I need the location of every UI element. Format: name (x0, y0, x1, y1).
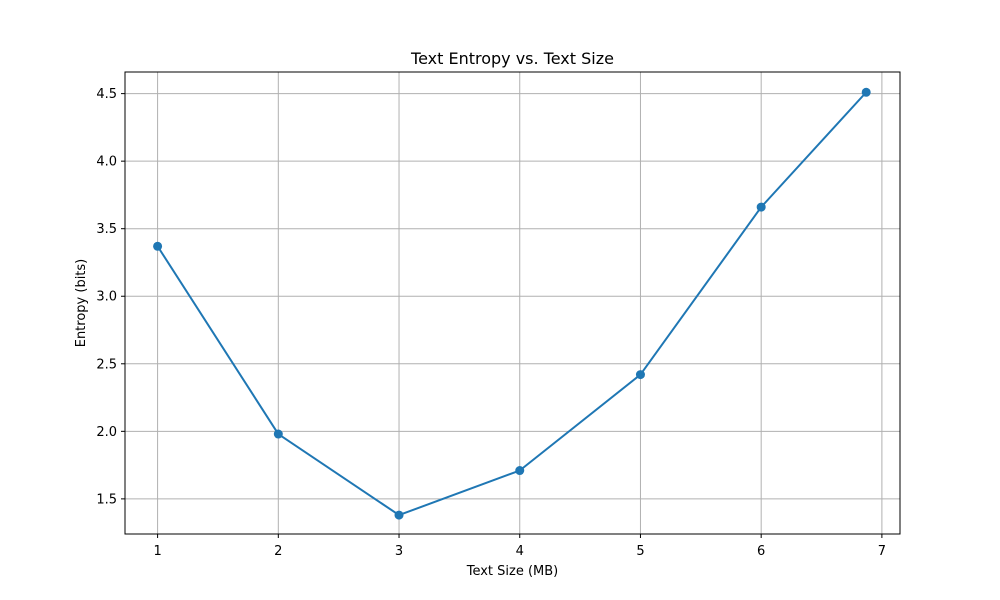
y-axis-label: Entropy (bits) (74, 259, 89, 348)
plot-area-frame (124, 71, 901, 535)
data-point-marker (861, 87, 871, 97)
x-tick-label: 2 (274, 544, 282, 559)
data-point-marker (273, 429, 283, 439)
data-point-marker (153, 241, 163, 251)
data-point-marker (515, 466, 525, 476)
x-tick-label: 3 (395, 544, 403, 559)
y-axis-ticks: 1.5 2.0 2.5 3.0 3.5 4.0 4.5 (96, 87, 125, 507)
data-point-marker (394, 510, 404, 520)
y-tick-label: 4.0 (96, 155, 117, 170)
x-tick-label: 1 (153, 544, 161, 559)
x-tick-label: 5 (636, 544, 644, 559)
data-point-marker (756, 202, 766, 212)
y-tick-label: 3.0 (96, 290, 117, 305)
x-axis-label: Text Size (MB) (466, 564, 559, 579)
x-axis-ticks: 1 2 3 4 5 6 7 (153, 534, 886, 559)
y-tick-label: 2.5 (96, 357, 117, 372)
series-line (156, 91, 867, 517)
y-tick-label: 3.5 (96, 222, 117, 237)
chart-title: Text Entropy vs. Text Size (410, 49, 614, 68)
y-tick-label: 1.5 (96, 492, 117, 507)
x-tick-label: 7 (878, 544, 886, 559)
series-layer (153, 87, 871, 520)
x-tick-label: 6 (757, 544, 765, 559)
grid-lines (125, 72, 900, 534)
y-tick-label: 4.5 (96, 87, 117, 102)
data-point-marker (635, 370, 645, 380)
x-tick-label: 4 (516, 544, 524, 559)
y-tick-label: 2.0 (96, 425, 117, 440)
